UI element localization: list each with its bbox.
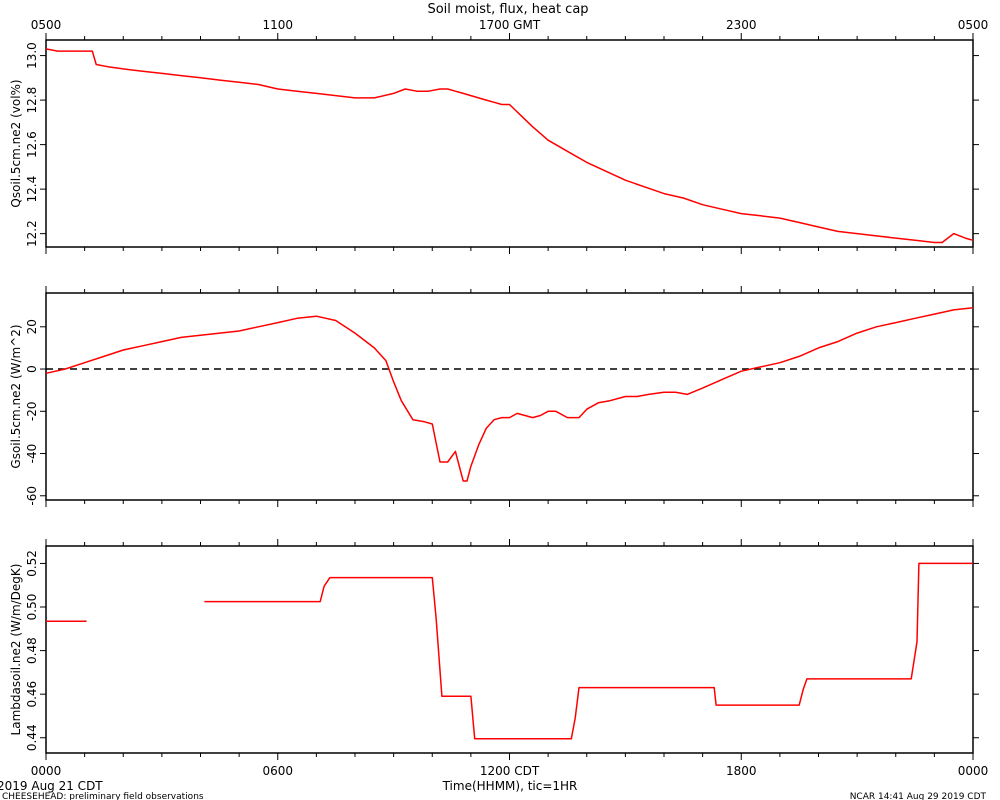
y-tick-label: 20 — [25, 319, 39, 334]
y-tick-label: -60 — [25, 486, 39, 506]
y-tick-label: -20 — [25, 401, 39, 421]
y-axis-label: Gsoil.5cm.ne2 (W/m^2) — [9, 324, 23, 468]
y-tick-label: 12.6 — [25, 131, 39, 158]
bottom-axis-tick-label: 0000 — [958, 764, 989, 778]
bottom-axis-tick-labels: 0000 0600 1200 CDT 1800 0000 — [31, 764, 989, 778]
top-axis-tick-label: 0500 — [31, 18, 62, 32]
y-axis-label: Lambdasoil.ne2 (W/m/DegK) — [9, 564, 23, 736]
y-tick-label: 0.48 — [25, 637, 39, 664]
footer-right-label: NCAR 14:41 Aug 29 2019 CDT — [850, 792, 987, 800]
chart-title: Soil moist, flux, heat cap — [427, 2, 588, 17]
plot-frame — [45, 292, 974, 501]
series-line — [204, 562, 973, 740]
bottom-axis-tick-label: 1200 CDT — [480, 764, 540, 778]
bottom-axis-tick-label: 0000 — [31, 764, 62, 778]
x-axis-label: Time(HHMM), tic=1HR — [442, 779, 578, 793]
plot-frame — [45, 545, 974, 754]
start-date-label: 2019 Aug 21 CDT — [0, 779, 103, 793]
y-tick-label: 0.50 — [25, 594, 39, 621]
top-axis-tick-label: 0500 — [958, 18, 989, 32]
y-tick-label: 0.44 — [25, 724, 39, 751]
y-tick-label: 0.52 — [25, 550, 39, 577]
plot-frame — [45, 39, 974, 248]
footer-left-label: CHEESEHEAD: preliminary field observatio… — [2, 792, 204, 800]
series-line — [45, 307, 974, 482]
y-axis-label: Qsoil.5cm.ne2 (vol%) — [9, 79, 23, 207]
top-axis-tick-label: 1700 GMT — [479, 18, 541, 32]
y-tick-label: 12.2 — [25, 220, 39, 247]
y-tick-label: 12.4 — [25, 176, 39, 203]
bottom-axis-tick-label: 0600 — [262, 764, 293, 778]
y-tick-label: 12.8 — [25, 87, 39, 114]
top-axis-tick-label: 2300 — [726, 18, 757, 32]
y-tick-label: 13.0 — [25, 42, 39, 69]
series-line — [45, 48, 974, 244]
top-axis-tick-labels: 0500 1100 1700 GMT 2300 0500 — [31, 18, 989, 32]
bottom-axis-tick-label: 1800 — [726, 764, 757, 778]
y-tick-label: 0.46 — [25, 681, 39, 708]
top-axis-tick-label: 1100 — [262, 18, 293, 32]
y-tick-label: -40 — [25, 444, 39, 464]
y-tick-label: 0 — [25, 365, 39, 373]
